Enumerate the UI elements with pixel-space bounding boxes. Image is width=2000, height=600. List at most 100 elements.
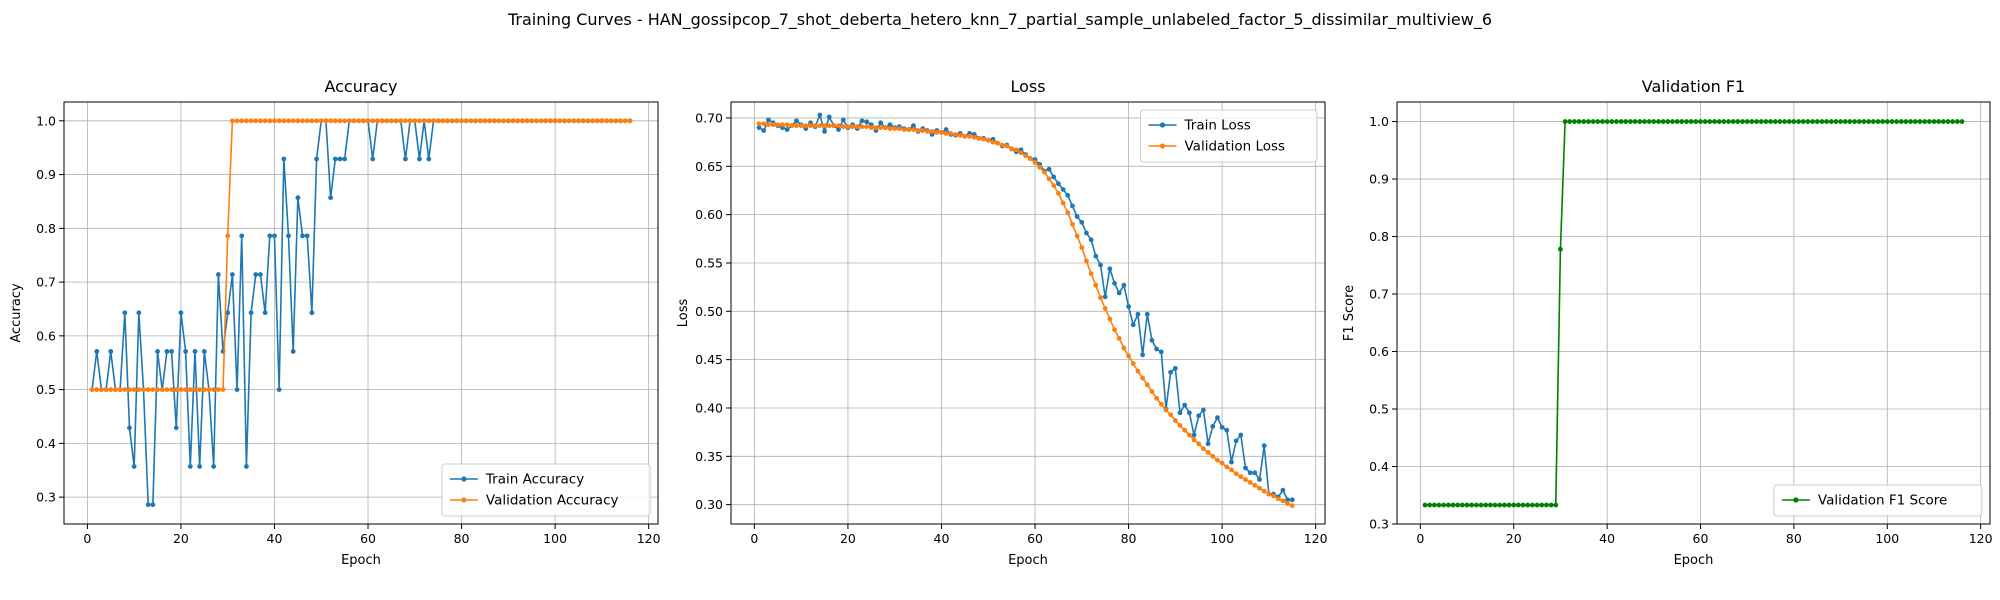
validation-f1-validation-f1-score-point [1422, 502, 1428, 508]
loss-legend: Train Loss Validation Loss [1140, 109, 1318, 163]
accuracy-validation-accuracy-point [108, 387, 114, 393]
accuracy-train-accuracy-point [267, 233, 273, 239]
validation-f1-validation-f1-score-point [1525, 502, 1531, 508]
accuracy-train-accuracy-point [131, 464, 137, 469]
loss-validation-loss-point [878, 125, 884, 131]
validation-f1-validation-f1-score-point [1861, 119, 1867, 124]
loss-validation-loss-point [1210, 453, 1216, 459]
validation-f1-validation-f1-score-point [1464, 502, 1470, 508]
accuracy-validation-accuracy-point [529, 118, 535, 124]
loss-validation-loss-point [1177, 422, 1183, 428]
accuracy-validation-accuracy-point [183, 387, 189, 393]
accuracy-train-accuracy-point [150, 502, 156, 508]
loss-train-loss-point [1247, 470, 1253, 476]
accuracy-validation-accuracy-point [477, 118, 483, 124]
loss-validation-loss-point [1013, 147, 1019, 153]
accuracy-train-accuracy-point [187, 464, 193, 469]
loss-validation-loss-point [1130, 361, 1136, 366]
accuracy-validation-accuracy-point [272, 118, 277, 124]
validation-f1-validation-f1-score-point [1609, 119, 1615, 124]
accuracy-validation-accuracy-point [501, 118, 507, 124]
validation-f1-ytick-label: 1.0 [1369, 114, 1389, 129]
loss-train-loss-point [864, 119, 870, 125]
loss-validation-loss-point [925, 129, 930, 134]
loss-validation-loss-point [826, 123, 832, 129]
accuracy-validation-accuracy-point [253, 118, 259, 124]
loss-validation-loss-point [985, 137, 991, 143]
validation-f1-validation-f1-score-point [1492, 502, 1498, 508]
accuracy-validation-accuracy-point [496, 118, 502, 124]
validation-f1-validation-f1-score-point [1810, 119, 1815, 124]
loss-validation-loss-point [1261, 488, 1267, 494]
validation-f1-axes-frame [1396, 101, 1991, 525]
validation-f1-validation-f1-score-point [1660, 119, 1666, 124]
accuracy-validation-accuracy-point [463, 118, 469, 124]
accuracy-ytick-label: 0.9 [36, 167, 56, 182]
validation-f1-ytick-label: 0.8 [1369, 229, 1389, 244]
loss-validation-loss-point [1196, 441, 1202, 447]
validation-f1-validation-f1-score-point [1768, 119, 1773, 124]
accuracy-validation-accuracy-point [421, 118, 427, 124]
loss-train-loss-point [794, 118, 799, 124]
accuracy-validation-accuracy-point [548, 118, 553, 124]
accuracy-validation-accuracy-point [300, 118, 305, 124]
loss-train-loss-point [1224, 427, 1230, 433]
accuracy-validation-accuracy-point [164, 387, 170, 393]
validation-f1-validation-f1-score-point [1945, 119, 1951, 124]
loss-validation-loss-point [1102, 306, 1108, 311]
loss-xtick-label: 0 [750, 531, 758, 546]
loss-train-loss-point [1238, 432, 1244, 438]
validation-f1-validation-f1-score-point [1805, 119, 1811, 124]
accuracy-validation-accuracy-point [374, 118, 380, 124]
validation-f1-validation-f1-score-point [1497, 502, 1503, 508]
validation-f1-ytick-label: 0.6 [1369, 344, 1389, 359]
validation-f1-validation-f1-score-point [1763, 119, 1769, 124]
accuracy-validation-accuracy-point [618, 118, 623, 124]
accuracy-validation-accuracy-point [332, 118, 338, 124]
accuracy-validation-accuracy-point [505, 118, 511, 124]
loss-series-train-loss [756, 112, 1295, 503]
accuracy-validation-accuracy-point [585, 118, 591, 124]
accuracy-validation-accuracy-point [440, 118, 446, 124]
accuracy-train-accuracy-point [145, 502, 151, 508]
validation-f1-validation-f1-score-point [1581, 119, 1587, 124]
accuracy-validation-accuracy-point [468, 118, 474, 124]
accuracy-validation-accuracy-point [286, 118, 291, 124]
loss-validation-loss-point [1289, 503, 1295, 509]
validation-f1-validation-f1-score-point [1880, 119, 1886, 124]
loss-train-loss-point [1243, 465, 1248, 471]
loss-train-loss-point [1182, 402, 1188, 408]
accuracy-validation-accuracy-point [459, 118, 464, 124]
loss-validation-loss-point [1046, 176, 1052, 182]
loss-validation-loss-point [1215, 457, 1220, 463]
accuracy-train-accuracy-point [328, 195, 333, 201]
validation-f1-validation-f1-score-point [1749, 119, 1755, 124]
loss-validation-loss-point [962, 133, 968, 139]
loss-train-loss-point [1186, 410, 1192, 416]
validation-f1-validation-f1-score-point [1908, 119, 1914, 124]
loss-train-loss-point [1088, 237, 1094, 243]
accuracy-validation-accuracy-point [127, 387, 132, 393]
loss-train-loss-point [1107, 266, 1113, 272]
validation-f1-validation-f1-score-point [1530, 502, 1535, 508]
loss-train-loss-point [1121, 282, 1127, 288]
accuracy-train-accuracy-point [304, 233, 310, 239]
accuracy-validation-accuracy-point [234, 118, 240, 124]
validation-f1-validation-f1-score-point [1866, 119, 1871, 124]
validation-f1-validation-f1-score-point [1726, 119, 1731, 124]
loss-validation-loss-point [845, 124, 851, 130]
accuracy-validation-accuracy-point [482, 118, 488, 124]
validation-f1-panel: 0 20 40 60 80 100 120 0.3 0.4 0.5 0.6 0.7 0.8 0.9 1.0 V… [1342, 77, 1993, 568]
loss-validation-loss-point [1065, 210, 1071, 216]
accuracy-validation-accuracy-point [346, 118, 352, 124]
loss-train-loss-point [1116, 290, 1122, 296]
loss-validation-loss-point [1243, 477, 1248, 482]
accuracy-validation-accuracy-point [295, 118, 301, 124]
accuracy-train-accuracy-point [403, 156, 408, 162]
loss-validation-loss-point [850, 124, 856, 130]
loss-legend-box [1140, 109, 1318, 163]
validation-f1-validation-f1-score-point [1628, 119, 1633, 124]
accuracy-ytick-label: 1.0 [36, 113, 56, 128]
validation-f1-validation-f1-score-point [1772, 119, 1778, 124]
validation-f1-validation-f1-score-point [1721, 119, 1727, 124]
